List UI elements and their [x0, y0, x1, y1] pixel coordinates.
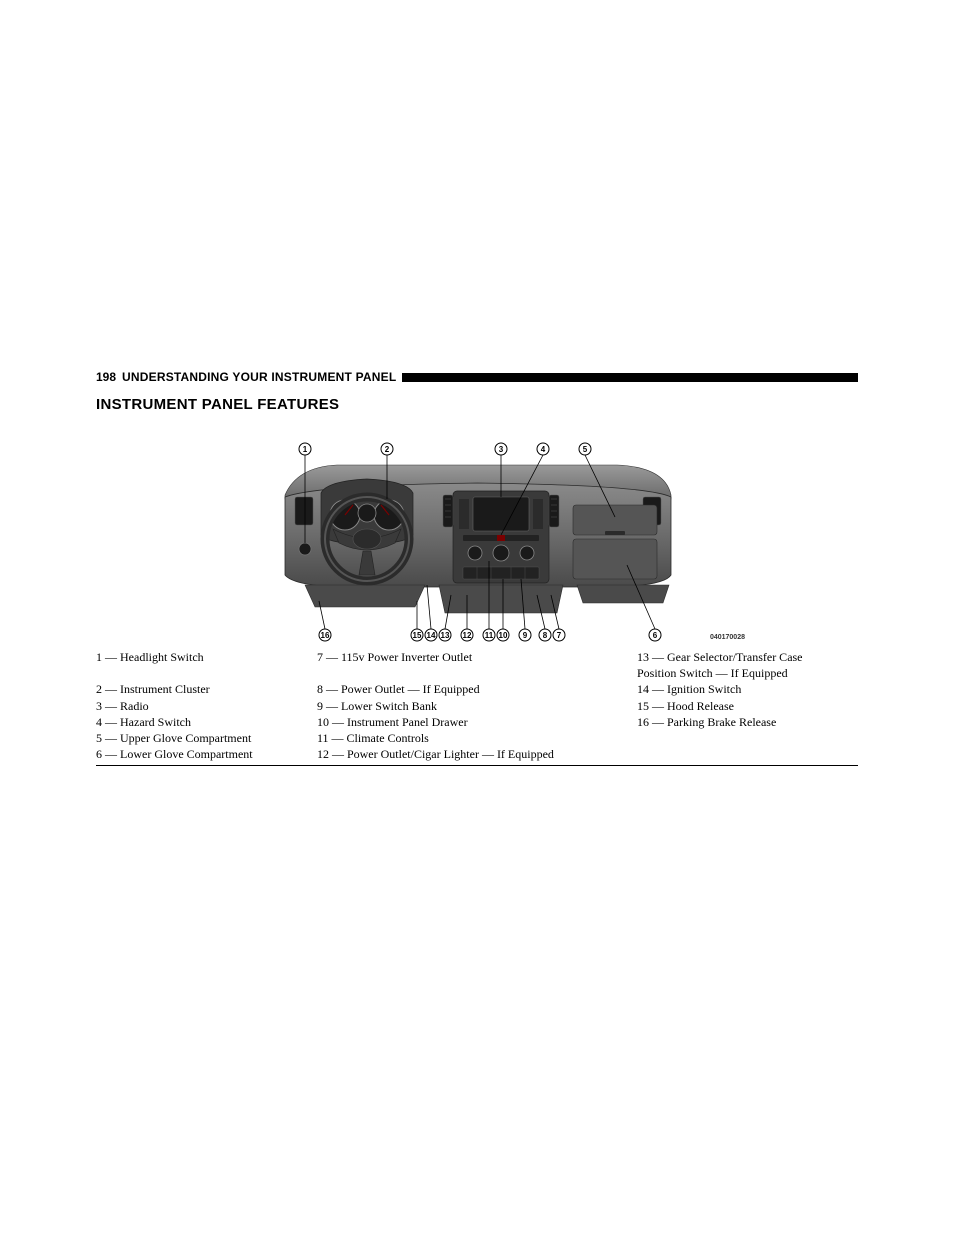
- page-number: 198: [96, 370, 116, 384]
- svg-text:7: 7: [557, 631, 562, 640]
- svg-text:16: 16: [321, 631, 330, 640]
- header-rule: [402, 373, 858, 382]
- legend-cell: [637, 730, 858, 746]
- legend-row: 2 — Instrument Cluster 8 — Power Outlet …: [96, 681, 858, 697]
- dashboard-figure: 1 2 3 4: [267, 435, 687, 645]
- page-header: 198 UNDERSTANDING YOUR INSTRUMENT PANEL: [96, 370, 858, 384]
- svg-text:2: 2: [385, 445, 390, 454]
- legend-row: 3 — Radio 9 — Lower Switch Bank 15 — Hoo…: [96, 698, 858, 714]
- legend-cell: [317, 665, 637, 681]
- legend-table: 1 — Headlight Switch 7 — 115v Power Inve…: [96, 649, 858, 766]
- legend-cell: 10 — Instrument Panel Drawer: [317, 714, 637, 730]
- svg-text:11: 11: [485, 631, 494, 640]
- figure-container: 1 2 3 4: [96, 435, 858, 645]
- legend-row: 6 — Lower Glove Compartment 12 — Power O…: [96, 746, 858, 766]
- legend-cell: 6 — Lower Glove Compartment: [96, 746, 317, 766]
- legend-cell: [96, 665, 317, 681]
- legend-row: 5 — Upper Glove Compartment 11 — Climate…: [96, 730, 858, 746]
- svg-text:3: 3: [499, 445, 504, 454]
- legend-cell: 12 — Power Outlet/Cigar Lighter — If Equ…: [317, 746, 637, 766]
- svg-text:4: 4: [541, 445, 546, 454]
- svg-text:6: 6: [653, 631, 658, 640]
- legend-cell: 16 — Parking Brake Release: [637, 714, 858, 730]
- legend-cell: 11 — Climate Controls: [317, 730, 637, 746]
- figure-code: 040170028: [710, 634, 745, 641]
- svg-text:10: 10: [499, 631, 508, 640]
- dashboard-illustration: 1 2 3 4: [267, 435, 687, 645]
- legend-body: 1 — Headlight Switch 7 — 115v Power Inve…: [96, 649, 858, 766]
- svg-text:14: 14: [427, 631, 436, 640]
- legend-cell: 13 — Gear Selector/Transfer Case: [637, 649, 858, 665]
- legend-row: 1 — Headlight Switch 7 — 115v Power Inve…: [96, 649, 858, 665]
- legend-cell: Position Switch — If Equipped: [637, 665, 858, 681]
- legend-cell: 15 — Hood Release: [637, 698, 858, 714]
- legend-cell: 2 — Instrument Cluster: [96, 681, 317, 697]
- legend-cell: 4 — Hazard Switch: [96, 714, 317, 730]
- legend-cell: 8 — Power Outlet — If Equipped: [317, 681, 637, 697]
- legend-cell: 14 — Ignition Switch: [637, 681, 858, 697]
- section-header: UNDERSTANDING YOUR INSTRUMENT PANEL: [122, 370, 396, 384]
- svg-text:13: 13: [441, 631, 450, 640]
- svg-text:9: 9: [523, 631, 528, 640]
- svg-text:5: 5: [583, 445, 588, 454]
- legend-cell: 3 — Radio: [96, 698, 317, 714]
- section-title: INSTRUMENT PANEL FEATURES: [96, 396, 858, 413]
- svg-text:15: 15: [413, 631, 422, 640]
- legend-row: 4 — Hazard Switch 10 — Instrument Panel …: [96, 714, 858, 730]
- legend-row: Position Switch — If Equipped: [96, 665, 858, 681]
- svg-text:1: 1: [303, 445, 308, 454]
- svg-text:12: 12: [463, 631, 472, 640]
- legend-cell: [637, 746, 858, 766]
- legend-cell: 1 — Headlight Switch: [96, 649, 317, 665]
- callout-14: 14: [425, 585, 437, 641]
- legend-cell: 5 — Upper Glove Compartment: [96, 730, 317, 746]
- legend-cell: 9 — Lower Switch Bank: [317, 698, 637, 714]
- svg-text:8: 8: [543, 631, 548, 640]
- legend-cell: 7 — 115v Power Inverter Outlet: [317, 649, 637, 665]
